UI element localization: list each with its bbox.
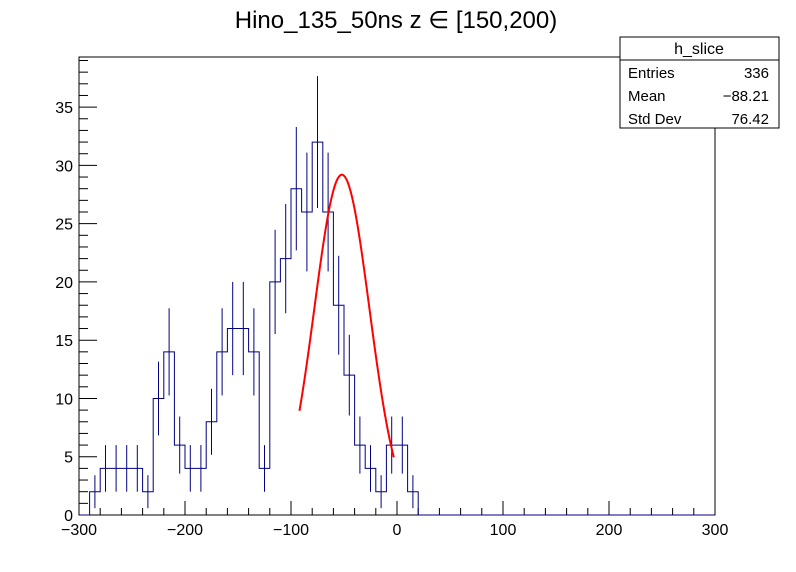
x-tick-label: −100 xyxy=(273,522,309,539)
stats-box: h_slice Entries 336 Mean −88.21 Std Dev … xyxy=(619,36,780,129)
x-tick-label: −200 xyxy=(167,522,203,539)
x-tick-label: −300 xyxy=(61,522,97,539)
y-tick-label: 10 xyxy=(55,391,73,408)
stats-box-header: h_slice xyxy=(674,41,724,58)
y-tick-label: 25 xyxy=(55,217,73,234)
x-tick-label: 200 xyxy=(596,522,623,539)
y-tick-label: 20 xyxy=(55,275,73,292)
stats-entries-label: Entries xyxy=(628,65,675,82)
axis-ticks xyxy=(78,59,716,516)
y-tick-label: 35 xyxy=(55,100,73,117)
gaussian-fit-curve xyxy=(298,173,395,458)
stats-mean-label: Mean xyxy=(628,88,666,105)
stats-stddev-value: 76.42 xyxy=(731,111,769,128)
error-bars xyxy=(94,76,414,509)
x-tick-label: 300 xyxy=(702,522,729,539)
x-tick-label: 0 xyxy=(393,522,402,539)
y-axis-tick-labels: 0 5 10 15 20 25 30 35 xyxy=(55,100,73,525)
y-tick-label: 15 xyxy=(55,333,73,350)
x-axis-tick-labels: −300 −200 −100 0 100 200 300 xyxy=(61,522,728,539)
y-tick-label: 5 xyxy=(64,450,73,467)
x-tick-label: 100 xyxy=(490,522,517,539)
stats-entries-value: 336 xyxy=(744,65,769,82)
y-tick-label: 0 xyxy=(64,508,73,525)
chart-title: Hino_135_50ns z ∈ [150,200) xyxy=(235,7,557,34)
stats-mean-value: −88.21 xyxy=(723,88,769,105)
y-tick-label: 30 xyxy=(55,158,73,175)
histogram-outline xyxy=(79,141,715,516)
stats-stddev-label: Std Dev xyxy=(628,111,682,128)
histogram-bins xyxy=(79,141,715,516)
stats-box-frame xyxy=(619,36,780,129)
